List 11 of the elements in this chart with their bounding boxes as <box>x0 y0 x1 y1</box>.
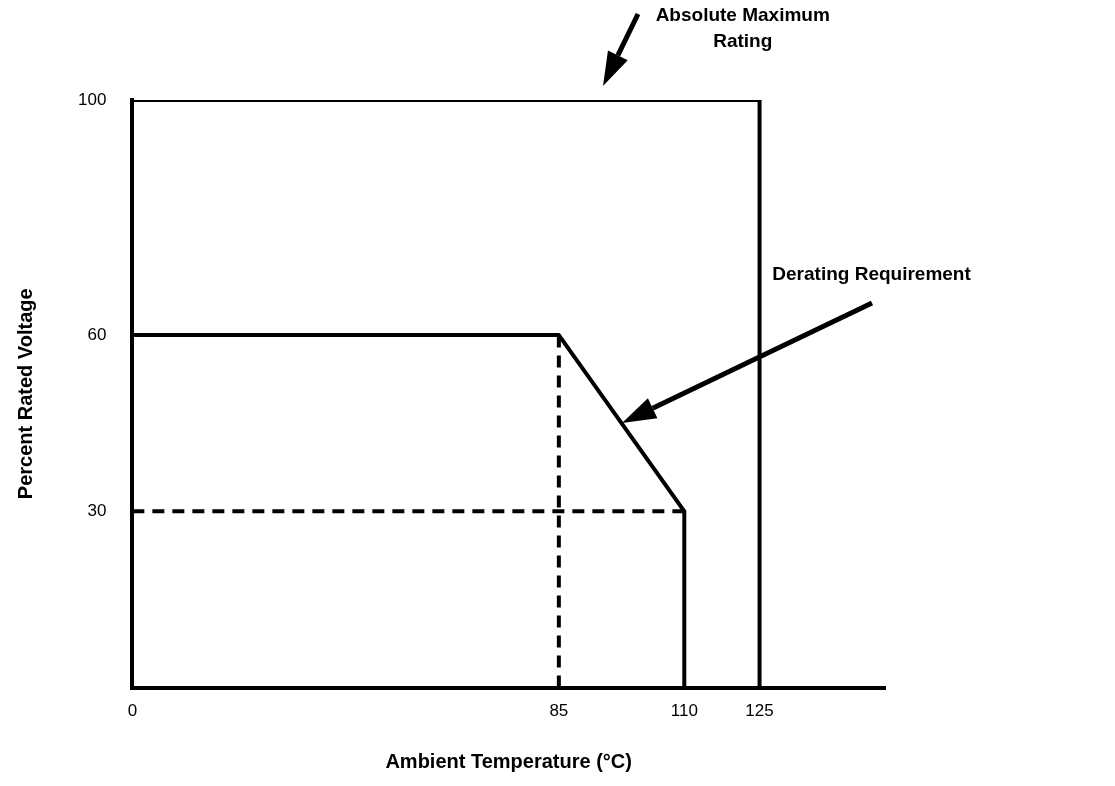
y-tick-label: 30 <box>87 501 107 521</box>
text: Derating Requirement <box>772 262 971 287</box>
y-tick-label: 100 <box>77 89 107 109</box>
x-tick-label: 110 <box>670 701 698 721</box>
x-tick-label: 0 <box>127 701 138 721</box>
y-tick-label: 60 <box>87 324 107 344</box>
y-axis-title: Percent Rated Voltage <box>13 288 36 500</box>
x-tick-label: 125 <box>745 701 774 721</box>
x-axis-title: Ambient Temperature (°C) <box>385 749 632 772</box>
x-tick-label: 85 <box>549 701 569 721</box>
legend-label: Absolute Maximum Rating <box>654 3 831 53</box>
